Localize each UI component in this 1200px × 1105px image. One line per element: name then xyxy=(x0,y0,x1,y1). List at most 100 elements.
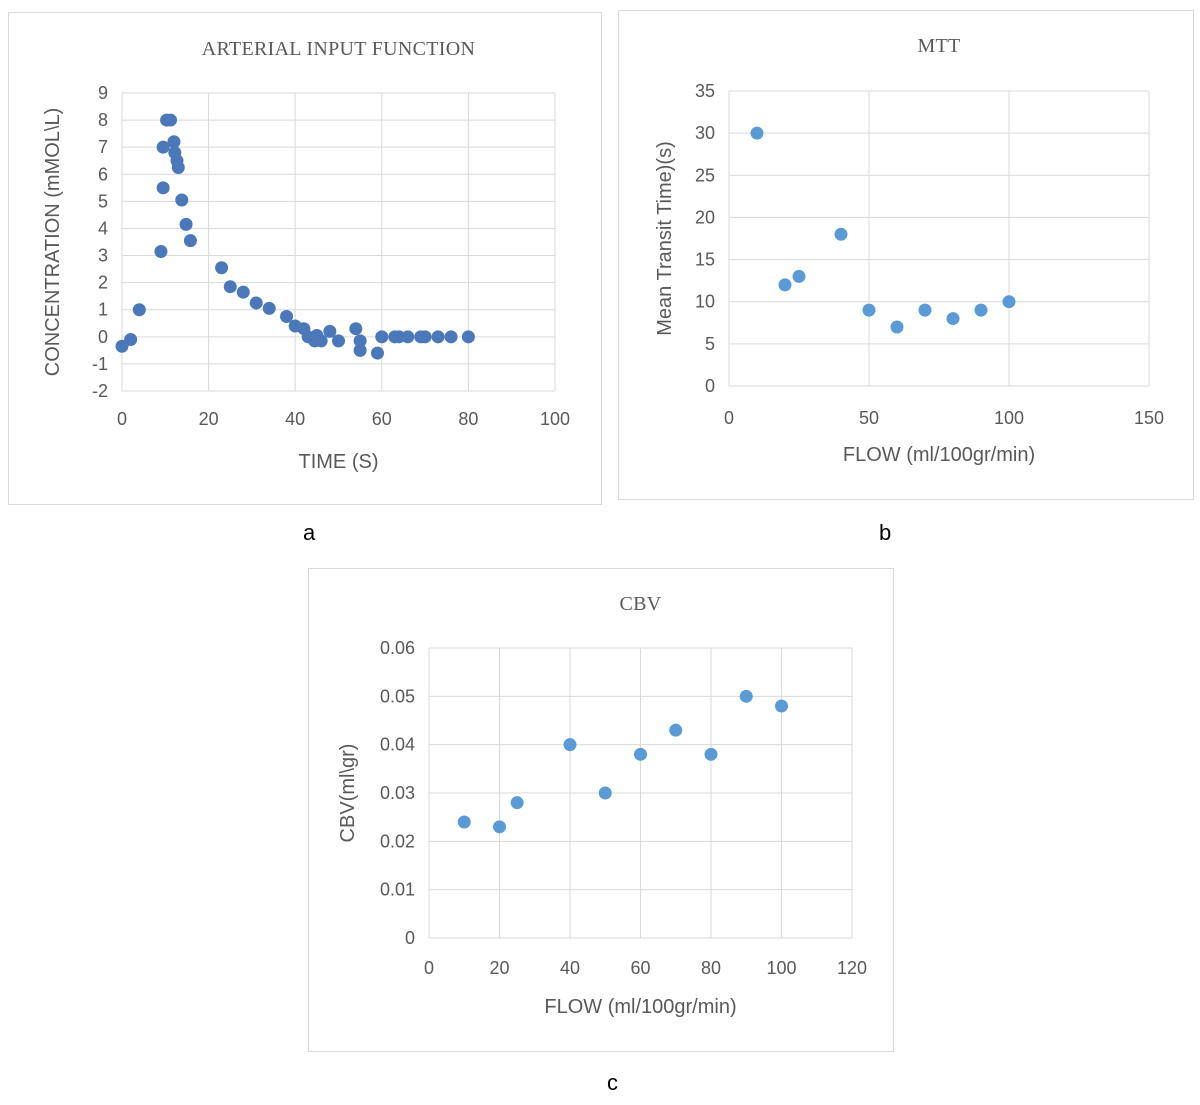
y-tick-label: 25 xyxy=(695,165,715,185)
data-point xyxy=(1002,295,1016,309)
x-tick-label: 80 xyxy=(701,958,721,978)
x-tick-label: 0 xyxy=(424,958,434,978)
x-tick-label: 0 xyxy=(117,409,127,429)
y-tick-label: 1 xyxy=(98,300,108,320)
x-tick-label: 120 xyxy=(837,958,867,978)
data-point xyxy=(132,303,146,317)
y-tick-label: 35 xyxy=(695,81,715,101)
y-tick-label: 9 xyxy=(98,83,108,103)
x-tick-label: 80 xyxy=(458,409,478,429)
x-axis-label: TIME (S) xyxy=(299,451,379,473)
data-point xyxy=(704,747,718,761)
data-point xyxy=(918,303,932,317)
x-tick-label: 40 xyxy=(285,409,305,429)
chart-title: CBV xyxy=(619,593,661,615)
y-axis-label: CBV(ml\gr) xyxy=(337,744,359,843)
y-tick-label: -2 xyxy=(92,381,108,401)
x-tick-label: 100 xyxy=(994,408,1024,428)
y-tick-label: 10 xyxy=(695,292,715,312)
x-tick-label: 60 xyxy=(372,409,392,429)
y-tick-label: 0 xyxy=(405,928,415,948)
data-point xyxy=(510,796,524,810)
x-tick-label: 150 xyxy=(1134,408,1164,428)
data-point xyxy=(461,330,475,344)
data-point xyxy=(156,181,170,195)
data-point xyxy=(280,310,294,323)
chart-panel-a: 0 20 40 60 80 100 -2 -1 0 1 2 3 4 5 6 7 8 9 ARTERIAL INPUT… xyxy=(8,12,602,505)
y-tick-label: 30 xyxy=(695,123,715,143)
data-point xyxy=(249,296,263,310)
data-point xyxy=(167,135,181,149)
x-tick-label: 100 xyxy=(766,958,796,978)
subfigure-label-b: b xyxy=(879,520,892,545)
x-tick-label: 0 xyxy=(724,408,734,428)
y-tick-label: 0.04 xyxy=(380,735,415,755)
x-axis-label: FLOW (ml/100gr/min) xyxy=(544,996,736,1018)
data-point xyxy=(834,227,848,241)
data-point xyxy=(974,303,988,317)
data-point xyxy=(156,140,170,154)
y-tick-label: 0.05 xyxy=(380,686,415,706)
data-point xyxy=(215,261,229,275)
y-tick-label: 2 xyxy=(98,273,108,293)
data-point xyxy=(431,330,445,344)
data-point xyxy=(775,699,788,713)
data-point xyxy=(349,322,363,336)
y-tick-label: 20 xyxy=(695,207,715,227)
y-tick-label: 3 xyxy=(98,246,108,266)
chart-a-svg: 0 20 40 60 80 100 -2 -1 0 1 2 3 4 5 6 7 8 9 ARTERIAL INPUT… xyxy=(42,38,570,473)
y-tick-label: 8 xyxy=(98,110,108,130)
data-point xyxy=(183,234,197,248)
data-point xyxy=(124,333,138,347)
y-axis-label: Mean Transit Time)(s) xyxy=(654,141,676,335)
data-point xyxy=(171,161,185,174)
y-tick-label: -1 xyxy=(92,354,108,374)
y-tick-label: 7 xyxy=(98,137,108,157)
y-axis-label: CONCENTRATION (mMOL\L) xyxy=(42,108,64,377)
data-point xyxy=(634,747,647,761)
data-point xyxy=(179,217,193,231)
data-point xyxy=(792,269,806,283)
data-point xyxy=(862,303,876,317)
y-tick-label: 0.06 xyxy=(380,638,415,658)
y-tick-label: 4 xyxy=(98,218,108,238)
chart-title: ARTERIAL INPUT FUNCTION xyxy=(202,38,475,60)
y-tick-label: 0.03 xyxy=(380,783,415,803)
chart-c-svg: 0 20 40 60 80 100 120 0 0.01 0.02 0.03 0.04 0.05 0.06… xyxy=(337,593,867,1018)
data-point xyxy=(739,689,753,703)
data-point xyxy=(236,285,250,299)
data-point xyxy=(175,193,189,207)
data-point xyxy=(314,334,328,348)
data-point xyxy=(669,723,683,737)
chart-b-svg: 0 50 100 150 0 5 10 15 20 25 30 35 MTT FLOW (ml/100gr… xyxy=(654,35,1164,466)
data-point xyxy=(493,820,506,834)
subfigure-label-a: a xyxy=(303,520,316,545)
data-point xyxy=(750,126,764,140)
y-tick-label: 5 xyxy=(98,191,108,211)
data-point xyxy=(353,334,367,348)
data-point xyxy=(444,330,458,344)
chart-panel-c: 0 20 40 60 80 100 120 0 0.01 0.02 0.03 0.04 0.05 0.06… xyxy=(308,568,894,1052)
x-tick-label: 20 xyxy=(199,409,219,429)
data-point xyxy=(163,113,177,127)
y-tick-label: 0 xyxy=(98,327,108,347)
chart-title: MTT xyxy=(917,35,960,57)
x-tick-label: 50 xyxy=(859,408,879,428)
data-point xyxy=(223,280,237,294)
data-point xyxy=(418,330,432,344)
data-point xyxy=(332,334,345,348)
data-point xyxy=(778,278,792,292)
x-tick-label: 20 xyxy=(489,958,509,978)
subfigure-label-c: c xyxy=(607,1070,618,1095)
data-point xyxy=(323,324,337,338)
y-tick-label: 15 xyxy=(695,250,715,270)
y-tick-label: 0.01 xyxy=(380,880,415,900)
data-point xyxy=(154,244,168,258)
data-point xyxy=(262,301,276,315)
y-tick-label: 5 xyxy=(705,334,715,354)
x-tick-label: 40 xyxy=(560,958,580,978)
data-point xyxy=(353,343,367,357)
x-axis-label: FLOW (ml/100gr/min) xyxy=(843,444,1035,466)
y-tick-label: 0 xyxy=(705,376,715,396)
data-point xyxy=(563,738,577,752)
